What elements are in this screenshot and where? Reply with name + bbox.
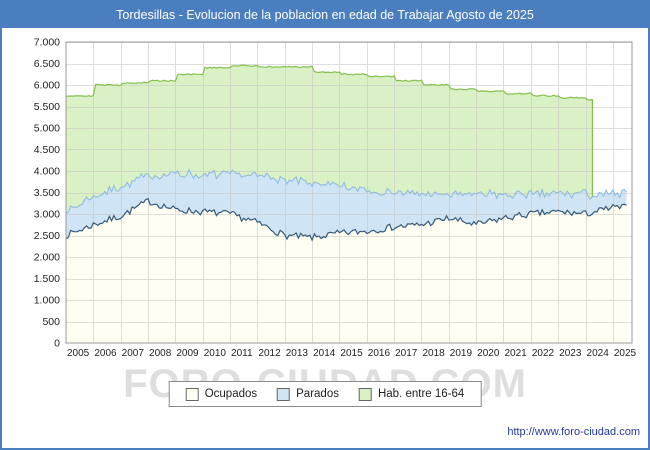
areas-group xyxy=(66,65,627,343)
title-bar: Tordesillas - Evolucion de la poblacion … xyxy=(2,2,648,28)
svg-text:2007: 2007 xyxy=(122,348,145,359)
svg-text:6.000: 6.000 xyxy=(34,80,60,92)
svg-text:5.500: 5.500 xyxy=(34,101,60,113)
svg-text:2021: 2021 xyxy=(504,348,527,359)
legend-swatch-ocupados xyxy=(185,387,199,401)
svg-text:3.500: 3.500 xyxy=(34,187,60,199)
svg-text:6.500: 6.500 xyxy=(34,58,60,70)
svg-text:2017: 2017 xyxy=(395,348,418,359)
svg-text:2.500: 2.500 xyxy=(34,230,60,242)
legend-swatch-hab xyxy=(358,387,372,401)
svg-text:2012: 2012 xyxy=(258,348,281,359)
svg-text:2006: 2006 xyxy=(94,348,117,359)
legend: Ocupados Parados Hab. entre 16-64 xyxy=(168,381,482,407)
svg-text:3.000: 3.000 xyxy=(34,209,60,221)
legend-label-ocupados: Ocupados xyxy=(204,388,258,400)
svg-text:2009: 2009 xyxy=(176,348,199,359)
svg-text:2019: 2019 xyxy=(450,348,473,359)
svg-text:500: 500 xyxy=(42,316,60,328)
svg-text:2008: 2008 xyxy=(149,348,172,359)
page-title: Tordesillas - Evolucion de la poblacion … xyxy=(116,8,534,22)
svg-text:0: 0 xyxy=(54,338,60,350)
legend-swatch-parados xyxy=(277,387,291,401)
series-lines-group xyxy=(65,64,627,242)
svg-text:4.500: 4.500 xyxy=(34,144,60,156)
y-axis-labels: 0 500 1.000 1.500 2.000 2.500 3.000 3.500 4.000 4… xyxy=(34,37,60,350)
footer-url[interactable]: http://www.foro-ciudad.com xyxy=(507,426,640,438)
svg-text:2023: 2023 xyxy=(559,348,582,359)
svg-text:2.000: 2.000 xyxy=(34,252,60,264)
svg-text:2014: 2014 xyxy=(313,348,336,359)
svg-text:5.000: 5.000 xyxy=(34,123,60,135)
svg-text:1.500: 1.500 xyxy=(34,273,60,285)
svg-text:2022: 2022 xyxy=(532,348,555,359)
legend-item-ocupados: Ocupados xyxy=(185,387,258,401)
svg-text:2013: 2013 xyxy=(286,348,309,359)
legend-item-parados: Parados xyxy=(277,387,339,401)
legend-item-hab: Hab. entre 16-64 xyxy=(358,387,465,401)
legend-label-parados: Parados xyxy=(296,388,339,400)
legend-label-hab: Hab. entre 16-64 xyxy=(377,388,465,400)
svg-text:2015: 2015 xyxy=(340,348,363,359)
svg-text:7.000: 7.000 xyxy=(34,37,60,49)
svg-text:4.000: 4.000 xyxy=(34,166,60,178)
svg-text:2016: 2016 xyxy=(368,348,391,359)
svg-text:2005: 2005 xyxy=(67,348,90,359)
svg-text:2024: 2024 xyxy=(587,348,610,359)
svg-text:2011: 2011 xyxy=(231,348,253,359)
x-axis-labels: 2005 2006 2007 2008 2009 2010 2011 2012 2013 2014… xyxy=(67,348,637,359)
svg-text:2020: 2020 xyxy=(477,348,500,359)
svg-text:2025: 2025 xyxy=(614,348,637,359)
svg-text:1.000: 1.000 xyxy=(34,295,60,307)
svg-text:2010: 2010 xyxy=(204,348,227,359)
svg-text:2018: 2018 xyxy=(422,348,445,359)
